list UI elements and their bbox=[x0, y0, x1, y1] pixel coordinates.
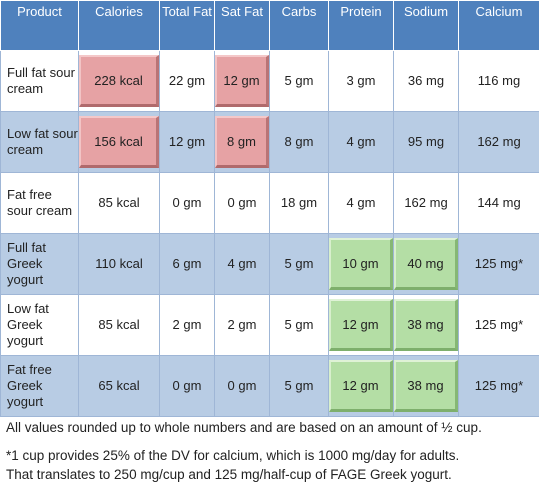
nutrition-table: Product Calories Total Fat Sat Fat Carbs… bbox=[0, 0, 539, 417]
header-carbs: Carbs bbox=[269, 0, 329, 51]
header-product: Product bbox=[0, 0, 79, 51]
total-fat-cell: 22 gm bbox=[159, 50, 215, 112]
header-protein: Protein bbox=[328, 0, 394, 51]
protein-cell: 12 gm bbox=[328, 355, 394, 417]
sodium-cell: 38 mg bbox=[393, 294, 459, 356]
product-cell: Full fat Greek yogurt bbox=[0, 233, 79, 295]
sat-fat-cell: 8 gm bbox=[214, 111, 270, 173]
calories-cell: 156 kcal bbox=[78, 111, 160, 173]
calcium-cell: 125 mg* bbox=[458, 233, 539, 295]
calcium-cell: 162 mg bbox=[458, 111, 539, 173]
table-row: Fat free sour cream 85 kcal 0 gm 0 gm 18… bbox=[0, 172, 539, 234]
protein-cell: 10 gm bbox=[328, 233, 394, 295]
carbs-cell: 8 gm bbox=[269, 111, 329, 173]
calories-highlight: 228 kcal bbox=[79, 55, 159, 107]
table-row: Fat free Greek yogurt 65 kcal 0 gm 0 gm … bbox=[0, 355, 539, 417]
carbs-cell: 5 gm bbox=[269, 233, 329, 295]
protein-cell: 4 gm bbox=[328, 111, 394, 173]
rounding-note: All values rounded up to whole numbers a… bbox=[6, 420, 482, 435]
total-fat-cell: 0 gm bbox=[159, 172, 215, 234]
calcium-cell: 125 mg* bbox=[458, 355, 539, 417]
calcium-cell: 125 mg* bbox=[458, 294, 539, 356]
calcium-note-line-1: *1 cup provides 25% of the DV for calciu… bbox=[6, 448, 460, 463]
total-fat-cell: 12 gm bbox=[159, 111, 215, 173]
protein-cell: 12 gm bbox=[328, 294, 394, 356]
sodium-cell: 38 mg bbox=[393, 355, 459, 417]
calories-highlight: 156 kcal bbox=[79, 116, 159, 168]
sodium-cell: 95 mg bbox=[393, 111, 459, 173]
sat-fat-cell: 12 gm bbox=[214, 50, 270, 112]
calories-cell: 65 kcal bbox=[78, 355, 160, 417]
protein-highlight: 10 gm bbox=[329, 238, 393, 290]
sat-fat-cell: 0 gm bbox=[214, 172, 270, 234]
total-fat-cell: 0 gm bbox=[159, 355, 215, 417]
product-cell: Fat free sour cream bbox=[0, 172, 79, 234]
calories-cell: 228 kcal bbox=[78, 50, 160, 112]
sodium-cell: 40 mg bbox=[393, 233, 459, 295]
protein-cell: 4 gm bbox=[328, 172, 394, 234]
header-sodium: Sodium bbox=[393, 0, 459, 51]
calcium-cell: 144 mg bbox=[458, 172, 539, 234]
protein-cell: 3 gm bbox=[328, 50, 394, 112]
table-row: Low fat Greek yogurt 85 kcal 2 gm 2 gm 5… bbox=[0, 294, 539, 356]
table-row: Full fat Greek yogurt 110 kcal 6 gm 4 gm… bbox=[0, 233, 539, 295]
header-calcium: Calcium bbox=[458, 0, 539, 51]
carbs-cell: 18 gm bbox=[269, 172, 329, 234]
header-sat-fat: Sat Fat bbox=[214, 0, 270, 51]
total-fat-cell: 2 gm bbox=[159, 294, 215, 356]
calcium-cell: 116 mg bbox=[458, 50, 539, 112]
calories-cell: 85 kcal bbox=[78, 172, 160, 234]
product-cell: Fat free Greek yogurt bbox=[0, 355, 79, 417]
calcium-note-line-2: That translates to 250 mg/cup and 125 mg… bbox=[6, 467, 452, 482]
sodium-cell: 162 mg bbox=[393, 172, 459, 234]
protein-highlight: 12 gm bbox=[329, 360, 393, 412]
calories-cell: 110 kcal bbox=[78, 233, 160, 295]
header-row: Product Calories Total Fat Sat Fat Carbs… bbox=[0, 0, 539, 51]
sodium-highlight: 38 mg bbox=[394, 299, 458, 351]
sat-fat-cell: 0 gm bbox=[214, 355, 270, 417]
product-cell: Low fat sour cream bbox=[0, 111, 79, 173]
table-row: Low fat sour cream 156 kcal 12 gm 8 gm 8… bbox=[0, 111, 539, 173]
carbs-cell: 5 gm bbox=[269, 50, 329, 112]
sodium-highlight: 40 mg bbox=[394, 238, 458, 290]
table-row: Full fat sour cream 228 kcal 22 gm 12 gm… bbox=[0, 50, 539, 112]
sat-fat-highlight: 12 gm bbox=[215, 55, 269, 107]
product-cell: Low fat Greek yogurt bbox=[0, 294, 79, 356]
sat-fat-highlight: 8 gm bbox=[215, 116, 269, 168]
carbs-cell: 5 gm bbox=[269, 355, 329, 417]
header-calories: Calories bbox=[78, 0, 160, 51]
header-total-fat: Total Fat bbox=[159, 0, 215, 51]
sodium-highlight: 38 mg bbox=[394, 360, 458, 412]
total-fat-cell: 6 gm bbox=[159, 233, 215, 295]
sat-fat-cell: 4 gm bbox=[214, 233, 270, 295]
sat-fat-cell: 2 gm bbox=[214, 294, 270, 356]
calories-cell: 85 kcal bbox=[78, 294, 160, 356]
sodium-cell: 36 mg bbox=[393, 50, 459, 112]
carbs-cell: 5 gm bbox=[269, 294, 329, 356]
product-cell: Full fat sour cream bbox=[0, 50, 79, 112]
protein-highlight: 12 gm bbox=[329, 299, 393, 351]
